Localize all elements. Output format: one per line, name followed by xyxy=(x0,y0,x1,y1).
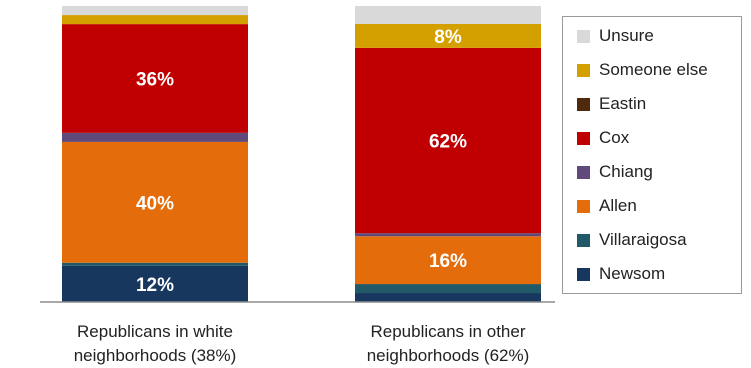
bar-labels-group: 12% 40% 36% 16% 62% 8% xyxy=(136,27,467,296)
legend-item-newsom: Newsom xyxy=(577,262,665,286)
legend-swatch xyxy=(577,267,590,281)
data-label-someone-else-2: 8% xyxy=(434,27,462,48)
data-label-allen-1: 40% xyxy=(136,193,174,214)
legend-swatch xyxy=(577,233,590,247)
legend: Unsure Someone else Eastin Cox Chiang Allen Vi… xyxy=(562,16,742,294)
legend-label: Eastin xyxy=(599,94,647,113)
legend-swatch xyxy=(577,97,590,111)
legend-item-chiang: Chiang xyxy=(577,160,653,184)
legend-label: Villaraigosa xyxy=(599,230,687,249)
legend-label: Unsure xyxy=(599,26,654,45)
bar-segment-cox-1 xyxy=(62,24,248,133)
legend-label: Allen xyxy=(599,196,637,215)
legend-item-allen: Allen xyxy=(577,194,637,218)
data-label-cox-2: 62% xyxy=(429,132,467,153)
legend-swatch xyxy=(577,165,590,179)
bar-segment-chiang-1 xyxy=(62,132,248,142)
legend-item-villaraigosa: Villaraigosa xyxy=(577,228,687,252)
legend-swatch xyxy=(577,131,590,145)
legend-item-unsure: Unsure xyxy=(577,24,654,48)
legend-swatch xyxy=(577,63,590,77)
legend-label: Cox xyxy=(599,128,630,147)
bar-segment-villaraigosa-1 xyxy=(62,262,248,266)
bar-segment-cox-2 xyxy=(355,47,541,234)
legend-swatch xyxy=(577,199,590,213)
bar-segment-unsure-2 xyxy=(355,6,541,24)
bar-segment-chiang-2 xyxy=(355,233,541,237)
bar-segment-unsure-1 xyxy=(62,6,248,16)
bar-segment-newsom-1 xyxy=(62,265,248,302)
category-label-1: Republicans in white neighborhoods (38%) xyxy=(73,322,237,365)
bar-segment-newsom-2 xyxy=(355,293,541,302)
category-label-2: Republicans in other neighborhoods (62%) xyxy=(366,322,530,365)
bar-segment-villaraigosa-2 xyxy=(355,284,541,294)
legend-item-eastin: Eastin xyxy=(577,92,646,116)
legend-label: Chiang xyxy=(599,162,653,181)
bar-segment-someone-else-2 xyxy=(355,23,541,48)
legend-label: Newsom xyxy=(599,264,666,283)
bars-group xyxy=(62,6,541,302)
legend-swatch xyxy=(577,29,590,43)
legend-label: Someone else xyxy=(599,60,708,79)
legend-item-cox: Cox xyxy=(577,126,629,150)
data-label-cox-1: 36% xyxy=(136,69,174,90)
bar-segment-allen-1 xyxy=(62,141,248,263)
legend-item-someone-else: Someone else xyxy=(577,58,708,82)
bar-segment-someone-else-1 xyxy=(62,15,248,25)
data-label-newsom-1: 12% xyxy=(136,275,174,296)
data-label-allen-2: 16% xyxy=(429,251,467,272)
bar-segment-allen-2 xyxy=(355,236,541,285)
